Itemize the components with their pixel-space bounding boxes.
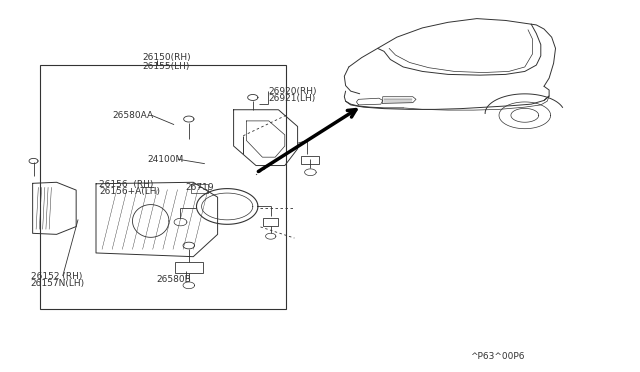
- Text: 26152 (RH): 26152 (RH): [31, 272, 82, 280]
- Text: 26156  (RH): 26156 (RH): [99, 180, 154, 189]
- Text: 26921(LH): 26921(LH): [269, 94, 316, 103]
- Text: 26580AA: 26580AA: [112, 111, 153, 120]
- Text: 26580B: 26580B: [157, 275, 191, 283]
- Bar: [40, 65, 286, 309]
- Bar: [301, 156, 319, 164]
- Bar: [175, 262, 203, 273]
- Text: ^P63^00P6: ^P63^00P6: [470, 352, 525, 361]
- Bar: [263, 218, 278, 226]
- Text: 26155(LH): 26155(LH): [142, 62, 189, 71]
- Text: 24100M: 24100M: [147, 155, 184, 164]
- Text: 26150(RH): 26150(RH): [142, 53, 191, 62]
- Text: 26920(RH): 26920(RH): [269, 87, 317, 96]
- Text: 26156+A(LH): 26156+A(LH): [99, 187, 160, 196]
- Text: 26719: 26719: [186, 183, 214, 192]
- Text: 26157N(LH): 26157N(LH): [31, 279, 85, 288]
